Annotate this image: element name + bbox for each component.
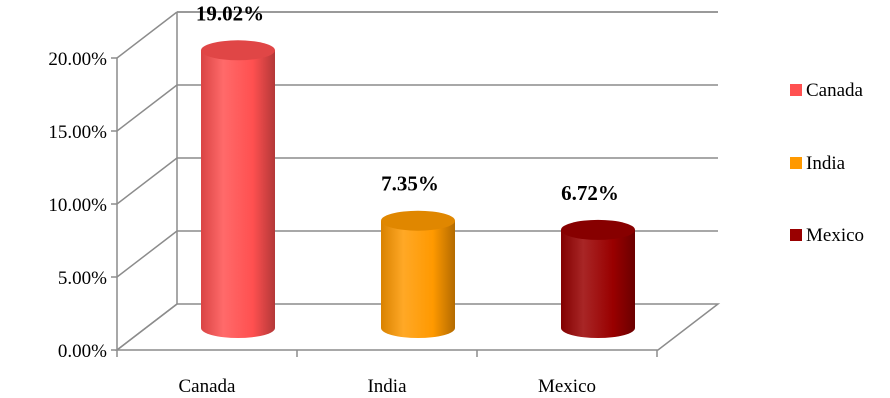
y-tick-label: 15.00%	[48, 122, 107, 143]
x-tick-label: India	[367, 376, 407, 397]
cylinder-bar-india	[381, 220, 455, 338]
legend-swatch-mexico	[790, 229, 802, 241]
gridline-side	[116, 84, 178, 132]
legend-label-canada: Canada	[806, 80, 864, 101]
y-tick-label: 10.00%	[48, 195, 107, 216]
cylinder-top-canada	[201, 40, 275, 61]
y-tick-label: 5.00%	[58, 268, 107, 289]
legend-label-india: India	[806, 153, 846, 174]
cylinder-top-india	[381, 210, 455, 231]
x-tick-label: Mexico	[538, 376, 596, 397]
gridline-side	[116, 157, 178, 205]
y-tick-label: 0.00%	[58, 341, 107, 362]
cylinder-bar-canada	[201, 50, 275, 339]
y-tick-label: 20.00%	[48, 49, 107, 70]
bars-layer	[201, 40, 635, 339]
data-label: 19.02%	[196, 1, 264, 25]
cylinder-bar-mexico	[561, 229, 635, 338]
axis-layer: 0.00% 5.00% 10.00% 15.00% 20.00% Canada India M…	[48, 12, 721, 397]
legend: Canada India Mexico	[790, 80, 864, 246]
gridline-side	[116, 230, 178, 278]
cylinder-top-mexico	[561, 219, 635, 240]
legend-swatch-canada	[790, 84, 802, 96]
legend-label-mexico: Mexico	[806, 225, 864, 246]
x-tick-label: Canada	[179, 376, 237, 397]
data-labels-layer: 19.02% 7.35% 6.72%	[196, 1, 619, 205]
data-label: 7.35%	[381, 172, 439, 196]
legend-swatch-india	[790, 157, 802, 169]
gridline-side	[116, 11, 178, 59]
data-label: 6.72%	[561, 181, 619, 205]
